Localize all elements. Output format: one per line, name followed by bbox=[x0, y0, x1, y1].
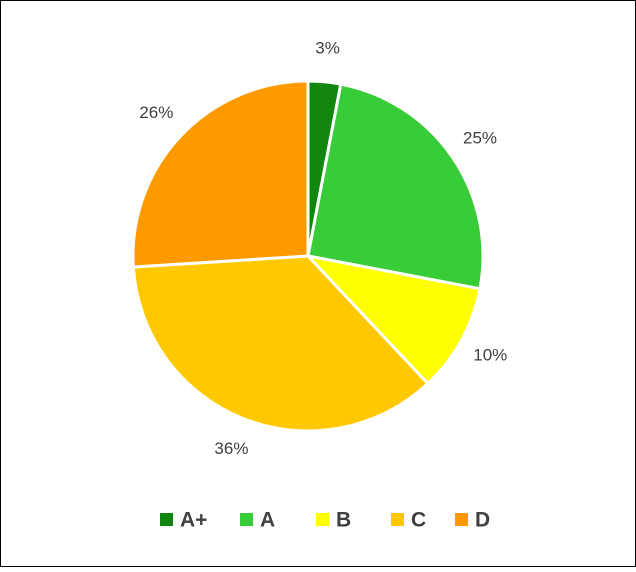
pie-slice bbox=[306, 82, 485, 291]
legend-label: A bbox=[260, 509, 275, 532]
data-label: 3% bbox=[315, 38, 340, 57]
pie-slice bbox=[303, 253, 482, 386]
pie-slice bbox=[131, 79, 310, 269]
legend-label: B bbox=[336, 509, 351, 532]
legend-swatch bbox=[160, 513, 173, 526]
legend-label: C bbox=[411, 509, 426, 532]
data-label: 10% bbox=[473, 346, 507, 365]
data-label: 26% bbox=[139, 103, 173, 122]
legend-swatch bbox=[455, 513, 468, 526]
legend-swatch bbox=[240, 513, 253, 526]
pie-slice bbox=[131, 254, 430, 433]
legend-label: D bbox=[475, 509, 490, 532]
data-label: 36% bbox=[214, 439, 248, 458]
legend-swatch bbox=[316, 513, 329, 526]
legend-swatch bbox=[391, 513, 404, 526]
legend-label: A+ bbox=[180, 509, 207, 532]
data-label: 25% bbox=[463, 129, 497, 148]
